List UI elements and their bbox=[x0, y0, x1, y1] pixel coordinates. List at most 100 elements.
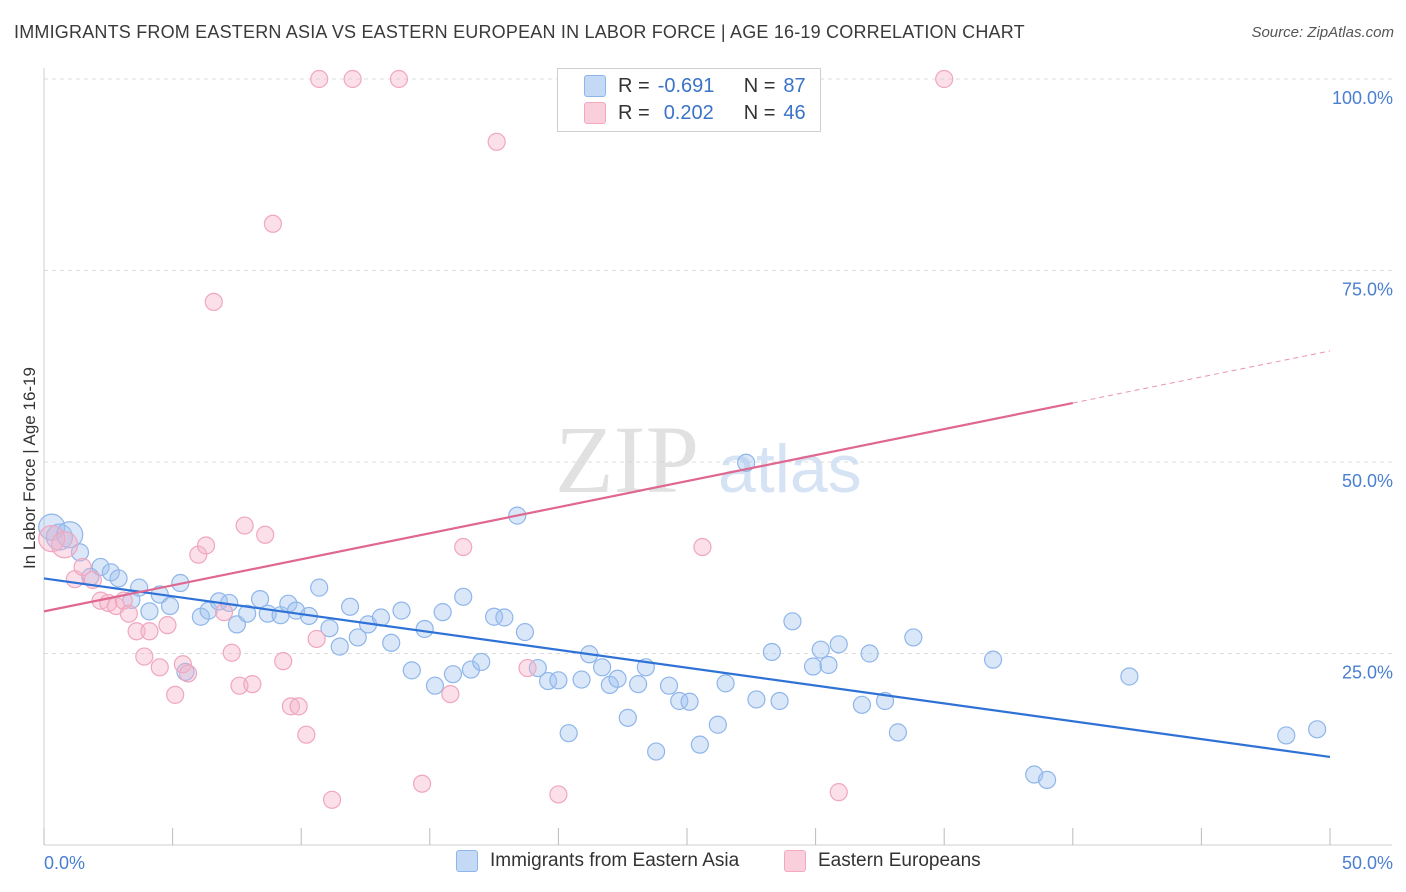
point-eastern-europeans bbox=[297, 725, 316, 744]
point-eastern-europeans bbox=[158, 616, 177, 635]
point-eastern-europeans bbox=[150, 658, 169, 677]
y-tick-label: 75.0% bbox=[1342, 280, 1393, 300]
point-eastern-asia bbox=[160, 596, 180, 616]
point-eastern-europeans bbox=[454, 537, 473, 557]
point-eastern-asia bbox=[770, 691, 789, 711]
y-tick-label: 100.0% bbox=[1332, 88, 1393, 108]
point-eastern-asia bbox=[803, 657, 823, 676]
point-eastern-asia bbox=[559, 724, 578, 743]
watermark: ZIP atlas bbox=[555, 406, 862, 513]
series-swatch-eastern-europeans bbox=[784, 850, 806, 872]
point-eastern-europeans bbox=[204, 292, 223, 312]
point-eastern-asia bbox=[549, 671, 568, 690]
point-eastern-asia bbox=[433, 603, 452, 622]
point-eastern-europeans bbox=[281, 697, 301, 716]
point-eastern-asia bbox=[310, 578, 329, 597]
point-eastern-europeans bbox=[214, 603, 234, 622]
series-legend-eastern-asia: Immigrants from Eastern Asia bbox=[456, 850, 739, 872]
legend-n-label: N = bbox=[743, 101, 776, 124]
legend-n-value: 46 bbox=[783, 101, 806, 124]
point-eastern-europeans bbox=[166, 685, 185, 704]
data-points bbox=[38, 69, 1327, 809]
legend-swatch-eastern-europeans bbox=[584, 102, 606, 124]
legend-r-label: R = bbox=[618, 101, 650, 124]
point-eastern-europeans bbox=[263, 214, 283, 233]
point-eastern-asia bbox=[680, 692, 699, 711]
point-eastern-asia bbox=[140, 602, 159, 621]
point-eastern-europeans bbox=[178, 664, 198, 683]
point-eastern-asia bbox=[1277, 726, 1296, 745]
point-eastern-europeans bbox=[135, 647, 154, 666]
point-eastern-asia bbox=[888, 723, 908, 742]
source-label: Source: ZipAtlas.com bbox=[1251, 24, 1394, 41]
legend-r-label: R = bbox=[618, 74, 650, 97]
series-legend-eastern-europeans: Eastern Europeans bbox=[784, 850, 981, 872]
point-eastern-europeans bbox=[127, 622, 146, 641]
legend-r-value: 0.202 bbox=[663, 101, 714, 124]
point-eastern-europeans bbox=[549, 785, 568, 804]
point-eastern-europeans bbox=[322, 790, 342, 809]
point-eastern-asia bbox=[415, 619, 434, 639]
point-eastern-asia bbox=[340, 597, 360, 616]
point-eastern-asia bbox=[716, 674, 735, 693]
point-eastern-europeans bbox=[222, 643, 241, 662]
point-eastern-asia bbox=[1120, 667, 1139, 686]
x-tick-label: 50.0% bbox=[1342, 853, 1393, 873]
legend-swatch-eastern-asia bbox=[584, 75, 606, 97]
point-eastern-europeans bbox=[307, 629, 326, 649]
point-eastern-asia bbox=[45, 523, 74, 551]
point-eastern-europeans bbox=[235, 516, 254, 535]
point-eastern-europeans bbox=[693, 537, 712, 557]
point-eastern-asia bbox=[425, 676, 445, 695]
point-eastern-asia bbox=[811, 640, 830, 659]
point-eastern-asia bbox=[593, 658, 612, 677]
point-eastern-asia bbox=[762, 642, 781, 662]
point-eastern-asia bbox=[690, 735, 709, 754]
point-eastern-europeans bbox=[935, 69, 954, 89]
point-eastern-asia bbox=[670, 691, 689, 711]
tick-labels: 25.0% 50.0% 75.0% 100.0% 0.0% 50.0% bbox=[44, 88, 1393, 873]
point-eastern-asia bbox=[659, 676, 679, 695]
series-label-eastern-asia: Immigrants from Eastern Asia bbox=[490, 850, 740, 871]
x-tick-label: 0.0% bbox=[44, 853, 85, 873]
trend-line-eastern-europeans bbox=[43, 401, 1074, 613]
point-eastern-europeans bbox=[389, 69, 409, 89]
point-eastern-asia bbox=[528, 658, 547, 678]
point-eastern-europeans bbox=[73, 557, 92, 577]
legend-n-label: N = bbox=[743, 74, 776, 97]
point-eastern-europeans bbox=[189, 545, 208, 564]
point-eastern-asia bbox=[515, 622, 535, 642]
legend-r-value: -0.691 bbox=[657, 74, 715, 97]
watermark-zip: ZIP bbox=[555, 406, 699, 513]
series-swatch-eastern-asia bbox=[456, 850, 478, 872]
point-eastern-asia bbox=[852, 695, 871, 714]
point-eastern-europeans bbox=[487, 132, 506, 151]
point-eastern-asia bbox=[647, 742, 666, 761]
chart-title: IMMIGRANTS FROM EASTERN ASIA VS EASTERN … bbox=[14, 22, 1025, 42]
point-eastern-asia bbox=[109, 569, 128, 588]
point-eastern-asia bbox=[629, 675, 648, 694]
series-label-eastern-europeans: Eastern Europeans bbox=[818, 850, 981, 871]
point-eastern-asia bbox=[238, 604, 257, 623]
legend-row-eastern-europeans: R = 0.202 N = 46 bbox=[584, 100, 806, 126]
point-eastern-asia bbox=[348, 628, 367, 647]
point-eastern-asia bbox=[382, 633, 401, 652]
legend-n-value: 87 bbox=[783, 74, 806, 97]
point-eastern-asia bbox=[539, 671, 558, 691]
point-eastern-europeans bbox=[441, 684, 460, 704]
point-eastern-europeans bbox=[343, 69, 362, 89]
gridlines bbox=[44, 78, 1392, 654]
point-eastern-asia bbox=[904, 628, 923, 647]
point-eastern-asia bbox=[1308, 720, 1327, 739]
point-eastern-europeans bbox=[38, 524, 66, 553]
point-eastern-asia bbox=[485, 607, 504, 626]
axes bbox=[43, 68, 1392, 846]
point-eastern-asia bbox=[70, 543, 90, 562]
point-eastern-asia bbox=[783, 612, 802, 631]
point-eastern-europeans bbox=[518, 658, 537, 678]
point-eastern-asia bbox=[747, 690, 766, 709]
point-eastern-asia bbox=[708, 715, 727, 734]
point-eastern-europeans bbox=[289, 697, 308, 716]
point-eastern-europeans bbox=[243, 675, 262, 694]
